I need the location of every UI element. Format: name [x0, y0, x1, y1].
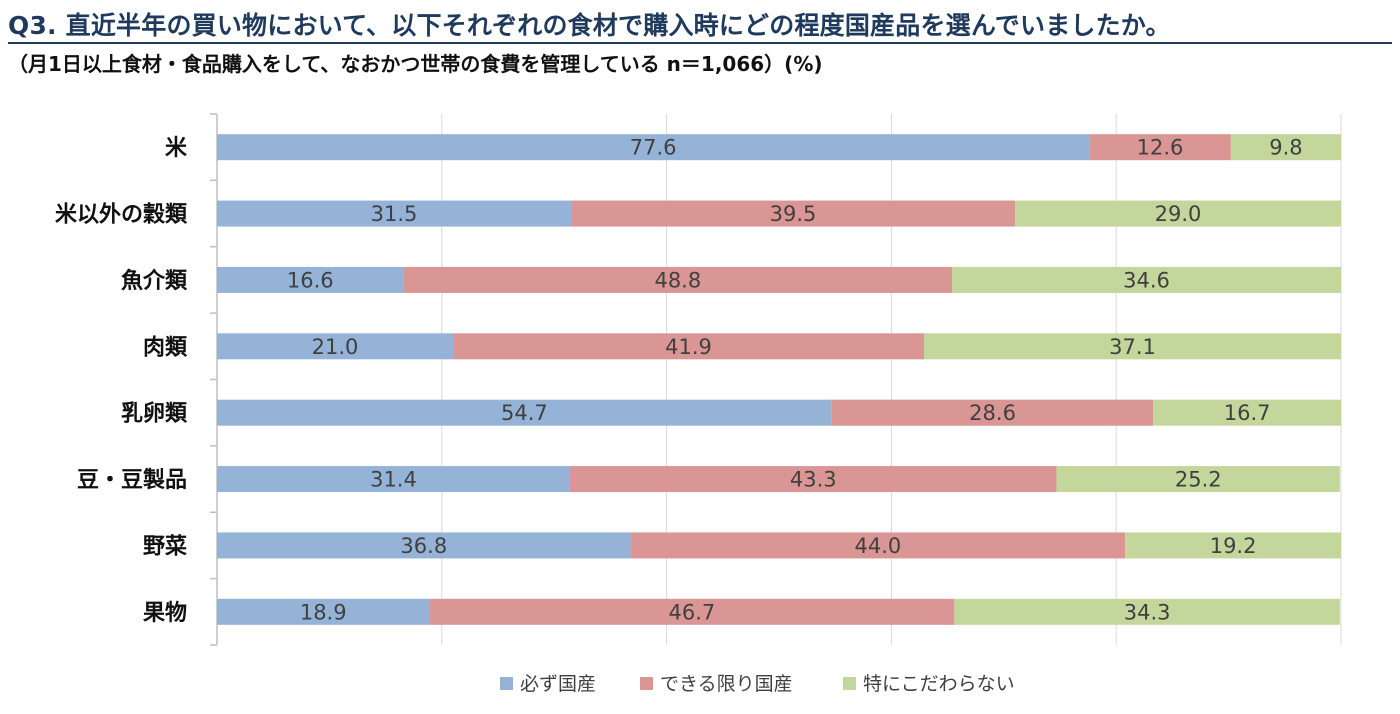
legend-label: できる限り国産: [660, 673, 793, 695]
category-label: 野菜: [143, 534, 187, 559]
category-label: 米: [165, 136, 188, 161]
bar-segment: [571, 200, 1016, 227]
category-label: 乳卵類: [121, 401, 188, 427]
bar-segment: [1230, 134, 1341, 161]
bar-segment: [217, 200, 572, 227]
data-label: 9.8: [1269, 136, 1302, 160]
data-label: 16.6: [287, 268, 334, 292]
bar-segment: [217, 532, 631, 559]
data-label: 41.9: [665, 335, 712, 359]
data-label: 39.5: [770, 202, 817, 226]
bar-segment: [923, 333, 1341, 360]
legend-swatch: [500, 677, 513, 690]
category-label: 魚介類: [121, 268, 188, 294]
bar-segment: [1015, 200, 1341, 227]
legend-swatch: [640, 677, 653, 690]
data-label: 34.3: [1124, 600, 1171, 624]
data-label: 21.0: [312, 335, 359, 359]
data-label: 31.4: [370, 468, 417, 492]
category-label: 果物: [143, 600, 187, 626]
bar-segment: [217, 466, 570, 493]
bar-segment: [429, 598, 955, 625]
bar-segment: [831, 399, 1154, 426]
bar-segment: [217, 399, 832, 426]
bar-segment: [1125, 532, 1341, 559]
category-label: 肉類: [143, 335, 188, 360]
data-label: 46.7: [669, 600, 716, 624]
data-label: 44.0: [855, 534, 902, 558]
bar-segment: [1056, 466, 1340, 493]
data-label: 48.8: [654, 268, 701, 292]
page-subtitle: （月1日以上食材・食品購入をして、なおかつ世帯の食費を管理している n＝1,06…: [8, 52, 823, 76]
bar-segment: [952, 266, 1341, 293]
data-label: 29.0: [1155, 202, 1202, 226]
data-label: 43.3: [790, 468, 837, 492]
bar-segment: [217, 134, 1090, 161]
data-label: 36.8: [400, 534, 447, 558]
category-label: 豆・豆製品: [77, 467, 187, 493]
bar-segment: [1153, 399, 1341, 426]
data-label: 37.1: [1109, 335, 1156, 359]
bar-segment: [630, 532, 1126, 559]
bar-segment: [403, 266, 953, 293]
bar-segment: [1089, 134, 1231, 161]
legend-label: 必ず国産: [520, 673, 596, 695]
data-label: 16.7: [1224, 401, 1271, 425]
data-label: 25.2: [1175, 468, 1222, 492]
category-label: 米以外の穀類: [55, 202, 188, 228]
data-label: 77.6: [630, 136, 677, 160]
data-label: 12.6: [1137, 136, 1184, 160]
bar-segment: [569, 466, 1057, 493]
bar-segment: [453, 333, 924, 360]
title-underline: [8, 42, 1392, 44]
legend-label: 特にこだわらない: [863, 673, 1015, 695]
data-label: 18.9: [300, 600, 347, 624]
bar-segment: [217, 266, 404, 293]
bar-segment: [217, 598, 430, 625]
data-label: 34.6: [1123, 268, 1170, 292]
legend-swatch: [843, 677, 856, 690]
data-label: 54.7: [501, 401, 548, 425]
data-label: 31.5: [371, 202, 418, 226]
page-title: Q3. 直近半年の買い物において、以下それぞれの食材で購入時にどの程度国産品を選…: [8, 11, 1171, 40]
data-label: 28.6: [969, 401, 1016, 425]
data-label: 19.2: [1210, 534, 1257, 558]
bar-segment: [954, 598, 1340, 625]
bar-segment: [217, 333, 454, 360]
